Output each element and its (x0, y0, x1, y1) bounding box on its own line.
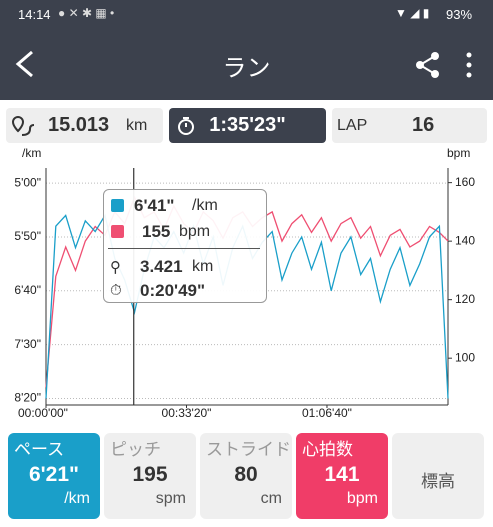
distance-unit: km (126, 117, 148, 134)
lap-box: LAP 16 (332, 108, 487, 143)
duration-box: 1:35'23" (169, 108, 326, 143)
y-tick-label: 8'20" (14, 391, 41, 405)
tooltip-divider (108, 248, 260, 249)
tab-elevation[interactable]: 標高 (392, 433, 484, 519)
status-icons: ● ✕ ✱ ▦ • (58, 6, 115, 20)
x-tick-label: 00:00'00" (18, 406, 68, 420)
tab-label: 心拍数 (302, 440, 353, 459)
tab-value: 80 (234, 463, 258, 486)
status-battery: 93% (446, 7, 473, 22)
tab-label: ストライド (206, 440, 291, 459)
tab-value: 141 (324, 463, 360, 486)
distance-icon (12, 115, 34, 136)
tooltip: 6'41" /km 155 bpm ⚲ 3.421 km ⏱ 0:20'49" (103, 189, 267, 303)
tab-unit: /km (64, 490, 90, 507)
status-time: 14:14 (18, 7, 51, 22)
tooltip-distance: 3.421 (140, 257, 183, 276)
x-tick-label: 00:33'20" (162, 406, 212, 420)
tab-unit: cm (260, 490, 282, 507)
y2-tick-label: 100 (455, 350, 475, 364)
y-tick-label: 7'30" (14, 337, 41, 351)
tooltip-pace-unit: /km (192, 197, 218, 214)
tab-label: ピッチ (110, 440, 161, 459)
top-bar: 14:14 ● ✕ ✱ ▦ • ▼ ◢ ▮ 93% ラン (0, 0, 493, 100)
share-button[interactable] (413, 50, 443, 80)
title: ラン (222, 55, 271, 82)
y2-tick-label: 160 (455, 175, 475, 189)
tab-cadence[interactable]: ピッチ 195 spm (104, 433, 196, 519)
lap-label: LAP (337, 117, 368, 134)
y-tick-label: 6'40" (14, 283, 41, 297)
tooltip-time-icon: ⏱ (110, 282, 122, 299)
tab-pace[interactable]: ペース 6'21" /km (8, 433, 100, 519)
duration-value: 1:35'23" (209, 114, 286, 136)
y-tick-label: 5'50" (14, 229, 41, 243)
tab-unit: spm (155, 490, 186, 507)
y2-tick-label: 140 (455, 233, 475, 247)
menu-button[interactable] (462, 50, 476, 80)
x-tick-label: 01:06'40" (302, 406, 352, 420)
timer-icon (178, 117, 194, 135)
tooltip-pace: 6'41" (134, 196, 175, 215)
back-button[interactable] (10, 48, 40, 80)
distance-box: 15.013 km (6, 108, 163, 143)
status-signal: ▼ ◢ ▮ (395, 6, 430, 20)
pace-swatch (111, 199, 124, 212)
y2-axis-label: bpm (447, 146, 470, 160)
y-axis-label: /km (22, 146, 41, 160)
tab-label: 標高 (421, 472, 455, 491)
tooltip-hr-unit: bpm (179, 223, 211, 240)
tab-label: ペース (14, 440, 65, 459)
tooltip-distance-icon: ⚲ (110, 259, 121, 276)
tab-value: 6'21" (29, 463, 79, 486)
tab-unit: bpm (346, 490, 378, 507)
tab-stride[interactable]: ストライド 80 cm (200, 433, 292, 519)
y2-tick-label: 120 (455, 292, 475, 306)
tooltip-time: 0:20'49" (140, 281, 206, 300)
distance-value: 15.013 (48, 114, 110, 136)
hr-swatch (111, 225, 124, 238)
tab-heart-rate[interactable]: 心拍数 141 bpm (296, 433, 388, 519)
tab-value: 195 (132, 463, 168, 486)
tooltip-distance-unit: km (192, 258, 214, 275)
tooltip-hr: 155 (142, 222, 171, 241)
lap-value: 16 (412, 114, 435, 136)
y-tick-label: 5'00" (14, 175, 41, 189)
